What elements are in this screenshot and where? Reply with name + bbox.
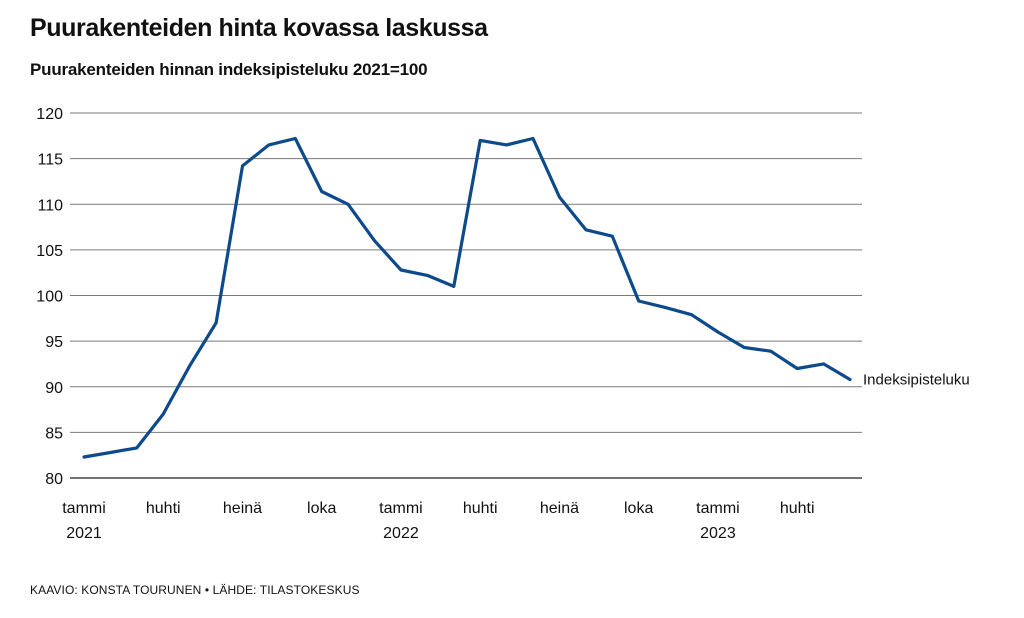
gridlines [70,112,862,479]
data-point [531,137,535,140]
x-axis-ticks: tammi 2021 huhti heinä loka tammi 2022 huhti hei… [62,500,814,542]
y-tick-label: 80 [45,471,63,488]
x-tick-label: huhti [146,500,181,517]
data-point [373,239,376,243]
source-credit: KAAVIO: KONSTA TOURUNEN • LÄHDE: TILASTO… [30,583,360,597]
data-point [742,346,746,349]
data-point [135,446,139,450]
data-point [293,137,297,140]
y-tick-label: 115 [37,152,63,169]
y-tick-label: 90 [45,380,63,397]
data-point [637,299,641,303]
y-tick-label: 120 [36,106,63,123]
series-layer: Indeksipisteluku [82,136,970,459]
data-point [452,284,456,288]
x-tick-year-label: 2023 [700,525,736,542]
data-point [584,228,588,232]
data-point [267,143,271,147]
y-tick-label: 100 [36,289,63,306]
x-tick-label: tammi [62,500,106,517]
data-point [82,455,86,459]
chart-title: Puurakenteiden hinta kovassa laskussa [30,14,488,42]
y-tick-label: 105 [36,243,63,260]
data-point [320,190,324,193]
data-point [769,349,773,353]
data-point [478,138,482,142]
x-tick-label: loka [624,500,653,517]
data-point [716,330,720,334]
chart-subtitle: Puurakenteiden hinnan indeksipisteluku 2… [30,60,428,79]
data-point [822,362,825,366]
data-point [663,305,667,309]
data-point [558,195,561,199]
data-point [214,321,218,325]
data-point [505,143,509,147]
data-point [690,313,693,317]
series-line [82,136,852,459]
y-axis-ticks: 80 85 90 95 100 105 110 115 120 [36,106,63,488]
data-point [848,378,852,381]
data-point [241,164,244,168]
y-tick-label: 95 [45,334,63,351]
data-point [109,451,112,454]
y-tick-label: 85 [45,425,63,442]
data-point [161,412,165,416]
series-label: Indeksipisteluku [863,371,970,388]
y-tick-label: 110 [37,197,63,214]
x-tick-label: tammi [379,500,423,517]
x-tick-label: heinä [540,500,579,517]
x-tick-label: huhti [780,500,815,517]
data-point [795,367,799,370]
data-point [399,268,403,272]
x-tick-year-label: 2022 [383,525,419,542]
x-tick-label: heinä [223,500,262,517]
data-point [346,202,350,206]
x-tick-label: tammi [696,500,740,517]
data-point [188,364,192,368]
x-tick-label: huhti [463,500,498,517]
x-tick-label: loka [307,500,336,517]
data-point [425,274,429,277]
x-tick-year-label: 2021 [66,525,102,542]
data-point [610,234,614,238]
